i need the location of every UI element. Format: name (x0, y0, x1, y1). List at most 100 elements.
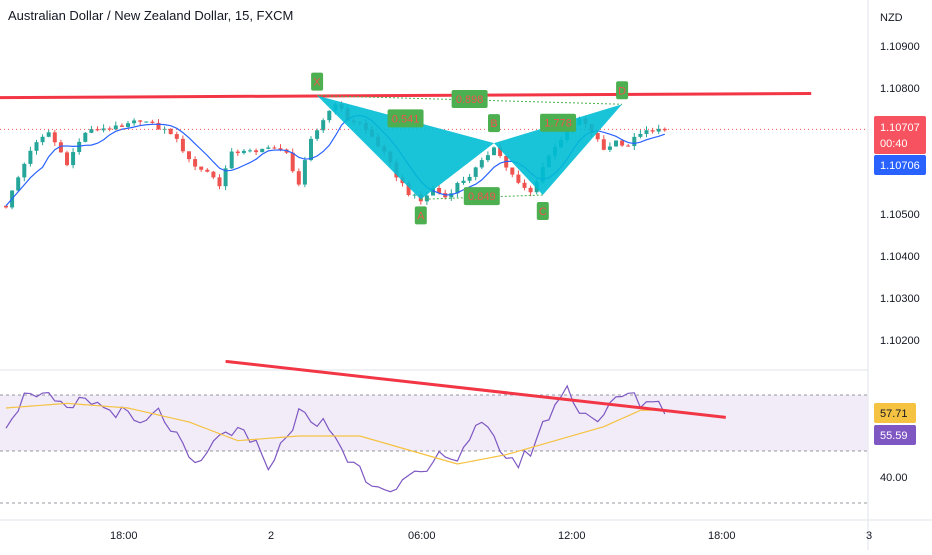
candle-body (431, 188, 435, 196)
rsi-value-badge (874, 403, 916, 423)
candle-body (180, 138, 185, 152)
candle-body (248, 150, 252, 152)
harmonic-point-badge (311, 72, 324, 91)
harmonic-point-badge (536, 202, 549, 220)
candle-body (156, 122, 161, 130)
candle-body (119, 125, 124, 127)
price-tick-1: 1.10900 (880, 41, 920, 53)
candle-body (632, 136, 637, 147)
candle-body (595, 133, 600, 140)
harmonic-point-badge (414, 206, 427, 225)
candle-body (479, 160, 484, 168)
candle-body (187, 151, 191, 160)
rsi-band (0, 395, 868, 451)
candle-body (607, 146, 612, 150)
candle-body (101, 128, 106, 131)
rsi-ma-line (5, 402, 665, 465)
candle-body (327, 110, 332, 121)
candle-body (296, 171, 301, 185)
candle-body (260, 148, 265, 153)
candle-body (107, 128, 112, 130)
candle-body (89, 129, 94, 133)
harmonic-bcd-triangle (494, 104, 623, 195)
candle-body (601, 139, 606, 150)
overlays: X A B C D 0.541 0.898 0.849 1.778 (0, 72, 812, 225)
harmonic-xab-triangle (317, 95, 494, 200)
candle-body (113, 125, 118, 130)
candle-body (174, 134, 179, 139)
price-tick-4: 1.10400 (880, 251, 920, 263)
candle-body (638, 133, 643, 137)
candle-body (650, 130, 655, 132)
chart-title: Australian Dollar / New Zealand Dollar, … (8, 8, 293, 23)
time-tick-4: 12:00 (558, 530, 586, 542)
candle-body (309, 138, 313, 161)
candle-body (34, 142, 39, 151)
candle-body (132, 120, 137, 124)
time-tick-6: 3 (866, 530, 872, 542)
candle-body (449, 193, 454, 198)
ma-price-badge (874, 155, 926, 175)
candle-body (211, 171, 216, 178)
candle-body (302, 160, 307, 185)
candle-body (58, 142, 63, 153)
rsi-line (5, 384, 666, 493)
candle-body (16, 177, 21, 191)
candle-body (272, 147, 277, 149)
harmonic-ratio-badge (463, 187, 500, 206)
candle-body (485, 155, 490, 161)
candle-body (217, 177, 222, 187)
candle-body (437, 188, 442, 194)
candle-body (241, 150, 246, 154)
time-tick-5: 18:00 (708, 530, 736, 542)
candle-body (205, 169, 210, 172)
harmonic-point-c: C (539, 206, 547, 218)
candle-body (28, 150, 33, 164)
last-price-value: 1.10707 (880, 122, 920, 134)
candle-body (620, 140, 625, 146)
harmonic-point-x: X (313, 77, 321, 89)
candle-body (83, 132, 88, 142)
candle-body (138, 120, 143, 122)
rsi-ma-value: 55.59 (880, 430, 908, 442)
harmonic-ratio-badge (387, 109, 424, 128)
candle-body (626, 145, 631, 147)
candle-body (516, 174, 521, 183)
candle-body (498, 147, 503, 156)
candle-body (150, 121, 155, 123)
candle-body (406, 183, 411, 196)
ma-price-value: 1.10706 (880, 160, 920, 172)
candle-body (223, 168, 228, 187)
rsi-ma-value-badge (874, 425, 916, 445)
rsi-panel (0, 394, 868, 504)
candle-body (46, 132, 51, 137)
time-tick-3: 06:00 (408, 530, 436, 542)
candle-body (254, 150, 259, 153)
candle-body (528, 187, 533, 193)
candle-body (412, 194, 417, 196)
candle-body (229, 151, 234, 169)
candle-body (455, 183, 460, 194)
price-tick-6: 1.10200 (880, 335, 920, 347)
harmonic-ratio-badge (451, 89, 488, 108)
harmonic-ratio-xab: 0.541 (392, 113, 420, 125)
time-tick-2: 2 (268, 530, 274, 542)
candle-body (644, 130, 649, 134)
rsi-tick-40: 40.00 (880, 472, 908, 484)
harmonic-point-badge (616, 81, 629, 100)
candle-body (199, 166, 204, 170)
rsi-lines (5, 359, 726, 493)
harmonic-ratio-badge (540, 113, 577, 132)
candle-body (473, 167, 478, 177)
harmonic-point-b: B (490, 118, 497, 130)
candle-body (71, 152, 76, 166)
harmonic-ratio-xad: 0.898 (456, 94, 484, 106)
candle-body (235, 151, 240, 154)
candle-body (424, 195, 429, 202)
harmonic-point-d: D (618, 85, 626, 97)
candle-body (492, 147, 496, 156)
candle-body (278, 148, 283, 150)
candle-body (52, 132, 57, 143)
